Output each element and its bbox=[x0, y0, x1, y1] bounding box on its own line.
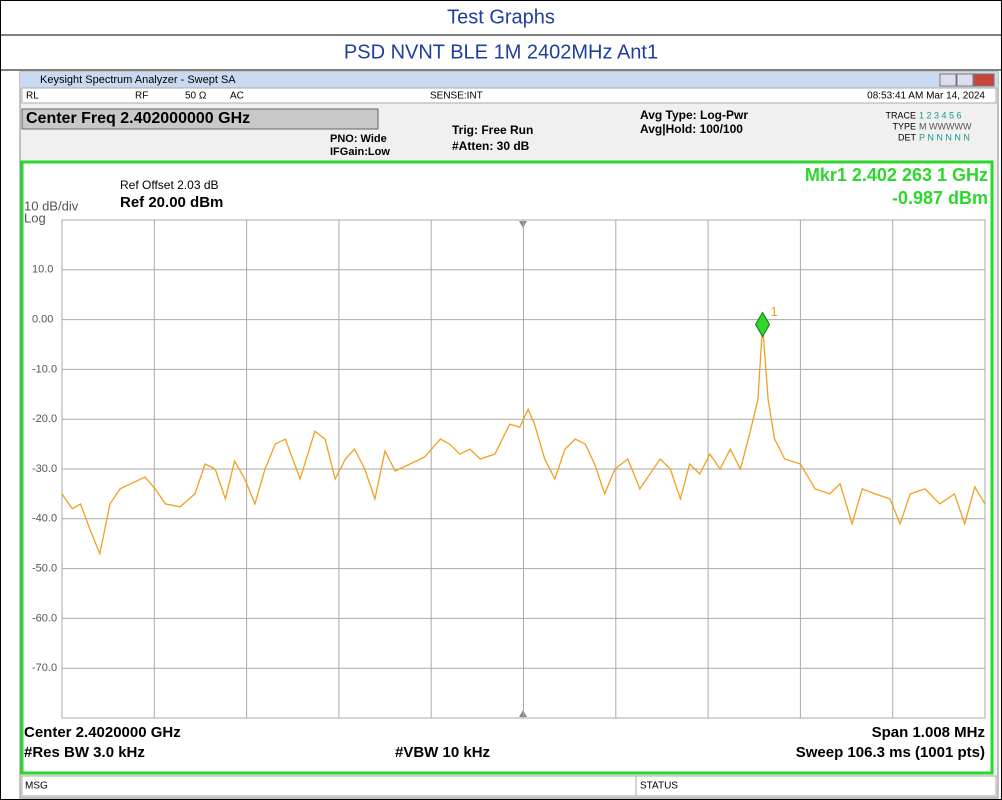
minimize-button[interactable] bbox=[939, 73, 957, 87]
atten: #Atten: 30 dB bbox=[452, 139, 530, 153]
y-tick-label: -50.0 bbox=[32, 563, 57, 575]
scale: 10 dB/div bbox=[24, 198, 79, 213]
footer-center: Center 2.4020000 GHz bbox=[24, 724, 181, 741]
status-item: 50 Ω bbox=[185, 91, 207, 102]
display bbox=[20, 160, 994, 775]
y-tick-label: -60.0 bbox=[32, 612, 57, 624]
y-tick-label: 0.00 bbox=[32, 314, 53, 326]
marker-value: -0.987 dBm bbox=[892, 188, 988, 208]
trace-value: P N N N N N bbox=[919, 132, 970, 142]
status-item: SENSE:INT bbox=[430, 91, 483, 102]
y-tick-label: -40.0 bbox=[32, 513, 57, 525]
ref-offset: Ref Offset 2.03 dB bbox=[120, 178, 219, 192]
window-title: Keysight Spectrum Analyzer - Swept SA bbox=[40, 74, 236, 86]
marker-number: 1 bbox=[771, 304, 778, 319]
close-button[interactable] bbox=[973, 73, 995, 87]
pno: PNO: Wide bbox=[330, 133, 387, 145]
trace-label: TYPE bbox=[892, 121, 916, 131]
ref-level: Ref 20.00 dBm bbox=[120, 194, 223, 211]
msg: MSG bbox=[25, 781, 48, 792]
maximize-button[interactable] bbox=[956, 73, 974, 87]
status: STATUS bbox=[640, 781, 678, 792]
marker bbox=[754, 311, 771, 338]
footer-vbw: #VBW 10 kHz bbox=[395, 744, 490, 761]
avg-type: Avg Type: Log-Pwr bbox=[640, 108, 748, 122]
y-tick-label: 10.0 bbox=[32, 264, 53, 276]
footer-span: Span 1.008 MHz bbox=[872, 724, 985, 741]
y-tick-label: -20.0 bbox=[32, 413, 57, 425]
avg-hold: Avg|Hold: 100/100 bbox=[640, 122, 743, 136]
marker-freq: Mkr1 2.402 263 1 GHz bbox=[805, 165, 988, 185]
status-item: 08:53:41 AM Mar 14, 2024 bbox=[867, 91, 985, 102]
title-bar bbox=[20, 72, 998, 88]
status-item: AC bbox=[230, 91, 244, 102]
trig: Trig: Free Run bbox=[452, 123, 533, 137]
scale-type: Log bbox=[24, 210, 46, 225]
ifgain: IFGain:Low bbox=[330, 146, 390, 158]
header-subtitle: PSD NVNT BLE 1M 2402MHz Ant1 bbox=[344, 41, 658, 63]
status-strip bbox=[21, 87, 997, 104]
status-item: RF bbox=[135, 91, 148, 102]
trace-value: 1 2 3 4 5 6 bbox=[919, 110, 962, 120]
status-item: RL bbox=[26, 91, 39, 102]
footer-sweep: Sweep 106.3 ms (1001 pts) bbox=[796, 744, 985, 761]
trace bbox=[61, 324, 986, 556]
center-freq: Center Freq 2.402000000 GHz bbox=[26, 110, 250, 127]
trace-label: TRACE bbox=[885, 110, 916, 120]
message-bar bbox=[21, 775, 997, 797]
header-title: Test Graphs bbox=[447, 6, 555, 28]
y-tick-label: -70.0 bbox=[32, 662, 57, 674]
y-tick-label: -30.0 bbox=[32, 463, 57, 475]
footer-rbw: #Res BW 3.0 kHz bbox=[24, 744, 145, 761]
center-freq-box[interactable] bbox=[21, 108, 379, 130]
y-tick-label: -10.0 bbox=[32, 363, 57, 375]
trace-label: DET bbox=[898, 132, 917, 142]
trace-value: M WWWWW bbox=[919, 121, 972, 131]
